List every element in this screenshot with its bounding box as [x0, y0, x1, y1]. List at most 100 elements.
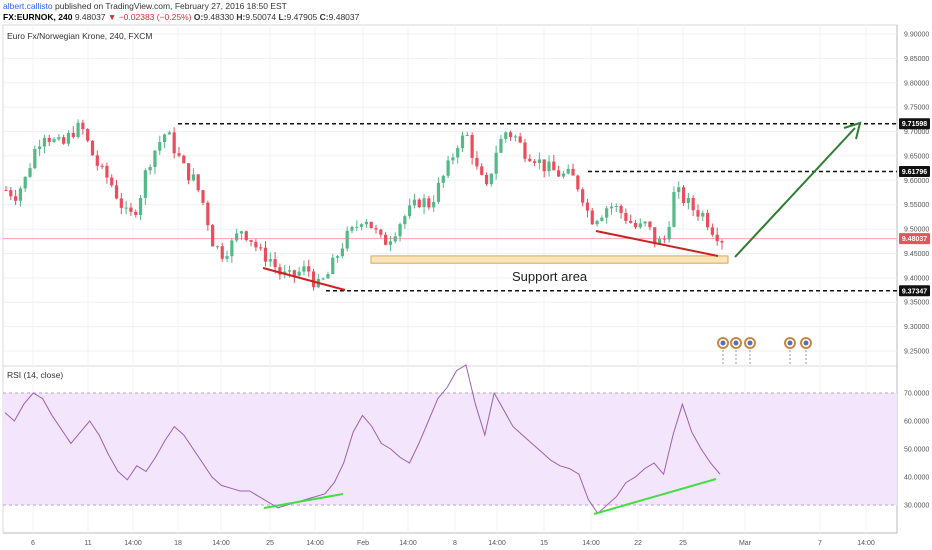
- candle-body: [532, 161, 537, 163]
- time-tick-label: 14:00: [399, 540, 417, 547]
- candle-body: [422, 198, 426, 208]
- price-change-value: −0.02383 (−0.25%): [118, 12, 192, 22]
- rsi-divergence-line-2[interactable]: [593, 478, 717, 515]
- price-tag-bg: [899, 166, 930, 178]
- candle-body: [350, 226, 354, 231]
- candle-body: [215, 246, 220, 248]
- candle-body: [542, 159, 546, 172]
- close-label: C:: [319, 12, 329, 22]
- time-tick-label: 14:00: [124, 540, 142, 547]
- high-value: 9.50074: [245, 12, 277, 22]
- candle-body: [547, 161, 551, 172]
- candle-body: [441, 175, 445, 183]
- time-tick-label: 14:00: [582, 540, 600, 547]
- support-zone[interactable]: [370, 255, 729, 264]
- publisher-link[interactable]: albert.callisto: [3, 1, 53, 11]
- candle-body: [167, 132, 171, 135]
- candle-body: [52, 139, 56, 142]
- candle-body: [230, 240, 234, 257]
- candle-body: [624, 212, 628, 221]
- candle-body: [705, 212, 710, 228]
- candle-body: [340, 248, 344, 257]
- price-tag-label: 9.48037: [902, 236, 927, 243]
- candle-body: [417, 199, 421, 208]
- time-tick-label: Feb: [357, 540, 369, 547]
- candle-body: [249, 240, 253, 242]
- candle-body: [302, 266, 306, 272]
- candle-body: [384, 234, 388, 245]
- time-tick-label: 14:00: [212, 540, 230, 547]
- candle-body: [86, 129, 90, 141]
- candle-body: [657, 238, 662, 245]
- price-tag-label: 9.71598: [902, 121, 927, 128]
- open-value: 9.48330: [203, 12, 235, 22]
- candle-body: [412, 199, 417, 206]
- rsi-tick-label: 60.0000: [904, 419, 929, 426]
- candle-body: [153, 150, 157, 167]
- candle-body: [105, 165, 109, 178]
- candle-body: [508, 132, 513, 138]
- rsi-divergence-line-1[interactable]: [263, 493, 344, 509]
- candle-body: [90, 140, 95, 156]
- candle-body: [364, 221, 369, 225]
- candle-body: [158, 142, 162, 151]
- candle-body: [403, 216, 407, 225]
- event-marker-dot: [803, 340, 809, 346]
- candle-body: [4, 190, 8, 192]
- candle-body: [677, 187, 681, 193]
- event-marker-dot: [720, 340, 726, 346]
- candle-body: [460, 135, 465, 149]
- price-tag-bg: [899, 118, 930, 130]
- candle-body: [374, 228, 378, 230]
- high-label: H:: [236, 12, 246, 22]
- main-legend[interactable]: Euro Fx/Norwegian Krone, 240, FXCM: [7, 31, 153, 41]
- candle-body: [187, 163, 191, 181]
- candle-body: [566, 168, 570, 174]
- candle-body: [138, 197, 143, 215]
- candle-body: [681, 187, 686, 203]
- rsi-tick-label: 70.0000: [904, 391, 929, 398]
- candle-body: [287, 270, 292, 272]
- candle-body: [259, 247, 263, 249]
- candle-body: [225, 256, 229, 259]
- open-label: O:: [193, 12, 204, 22]
- arrow-head: [843, 121, 862, 140]
- symbol-label[interactable]: FX:EURNOK, 240: [3, 12, 73, 22]
- rsi-tick-label: 40.0000: [904, 475, 929, 482]
- candle-body: [9, 190, 13, 197]
- time-tick-label: 22: [634, 540, 642, 547]
- candle-body: [28, 168, 32, 177]
- candle-body: [110, 177, 114, 186]
- candle-body: [561, 173, 566, 177]
- candle-body: [18, 188, 23, 201]
- time-tick-label: 14:00: [857, 540, 875, 547]
- time-tick-label: 7: [818, 540, 822, 547]
- projection-arrow[interactable]: [734, 127, 856, 258]
- candle-body: [292, 270, 296, 276]
- price-tick-label: 9.35000: [904, 300, 929, 307]
- price-tick-label: 9.85000: [904, 56, 929, 63]
- candle-body: [513, 136, 517, 138]
- candle-body: [629, 220, 633, 223]
- rsi-tick-label: 50.0000: [904, 447, 929, 454]
- time-axis-ticks: 6 11 14:00 18 14:00 25 14:00 Feb 14:00 8 14:00 15 14…: [31, 540, 875, 547]
- candle-body: [648, 221, 652, 228]
- time-tick-label: 11: [84, 540, 91, 547]
- candle-body: [619, 205, 623, 213]
- price-tag: 9.61796: [899, 166, 930, 178]
- price-trendline-2[interactable]: [595, 230, 719, 257]
- candle-body: [100, 165, 104, 167]
- candle-body: [307, 266, 311, 272]
- candle-body: [162, 134, 167, 143]
- candle-body: [369, 221, 373, 229]
- event-markers[interactable]: [717, 337, 812, 364]
- rsi-legend[interactable]: RSI (14, close): [7, 370, 64, 380]
- publisher-line: albert.callisto published on TradingView…: [3, 1, 359, 12]
- price-trendline-1[interactable]: [262, 267, 346, 291]
- candle-body: [345, 230, 349, 249]
- candle-body: [528, 158, 532, 162]
- support-area-label: Support area: [512, 269, 588, 284]
- price-tick-label: 9.60000: [904, 178, 929, 185]
- candle-body: [571, 168, 575, 176]
